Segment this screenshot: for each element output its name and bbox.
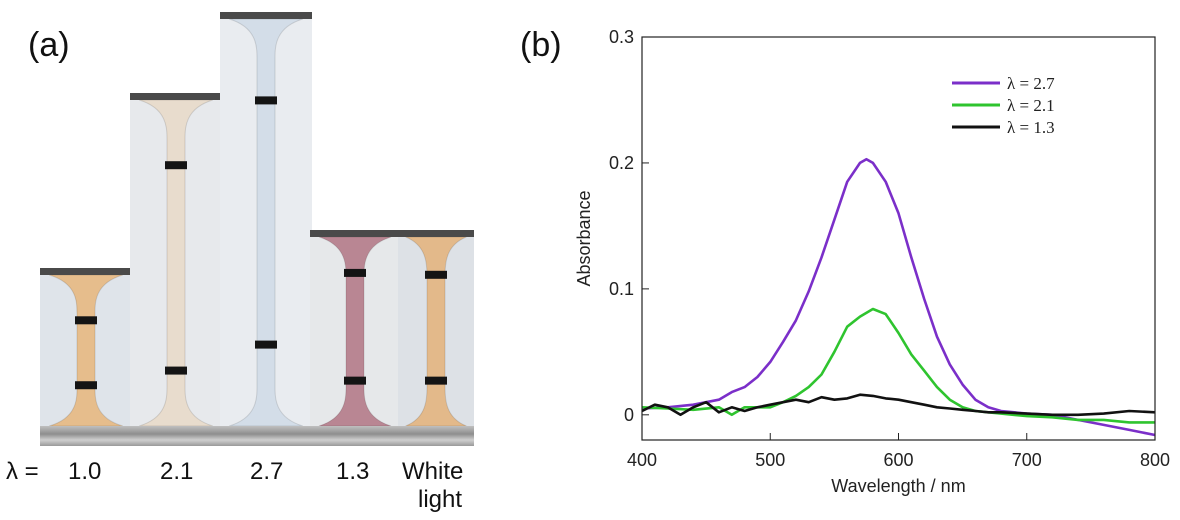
- bottom-clamp: [40, 426, 132, 446]
- lambda-label-4: 1.3: [336, 458, 370, 485]
- x-tick-label: 600: [883, 450, 913, 470]
- series-line-3: [641, 393, 1156, 417]
- bottom-clamp: [130, 426, 222, 446]
- x-tick-label: 700: [1012, 450, 1042, 470]
- y-axis-label: Absorbance: [574, 190, 594, 286]
- series-line-2: [641, 307, 1155, 424]
- gauge-mark-1: [165, 161, 187, 170]
- legend-label-1: λ = 2.7: [1007, 74, 1055, 93]
- gauge-mark-2: [165, 366, 187, 375]
- x-tick-label: 400: [627, 450, 657, 470]
- lambda-label-3: 2.7: [250, 458, 284, 485]
- x-axis-label: Wavelength / nm: [831, 476, 965, 496]
- lambda-label-1: 1.0: [68, 458, 102, 485]
- specimen-strip: [49, 274, 123, 427]
- y-tick-label: 0.1: [609, 279, 634, 299]
- specimen-strip: [139, 99, 213, 427]
- sample-photo-4: [310, 230, 400, 446]
- bottom-clamp: [310, 426, 400, 446]
- lambda-label-2: 2.1: [160, 458, 194, 485]
- top-clamp: [398, 230, 474, 237]
- absorbance-chart: 400 500 600 700 800 0 0.1 0.2 0.3 Wavelength / n…: [574, 27, 1170, 496]
- lambda-label-5: White: [402, 458, 464, 485]
- series-line-1: [641, 157, 1156, 437]
- bottom-clamp: [220, 426, 312, 446]
- x-tick-label: 800: [1140, 450, 1170, 470]
- top-clamp: [130, 93, 222, 100]
- y-tick-label: 0.3: [609, 27, 634, 47]
- gauge-mark-2: [425, 376, 447, 385]
- sample-photo-1: [40, 268, 132, 446]
- gauge-mark-1: [344, 268, 366, 277]
- y-tick-label: 0.2: [609, 153, 634, 173]
- top-clamp: [220, 12, 312, 19]
- gauge-mark-2: [75, 381, 97, 390]
- x-tick-label: 500: [755, 450, 785, 470]
- gauge-mark-1: [255, 96, 277, 105]
- gauge-mark-1: [75, 316, 97, 325]
- specimen-strip: [229, 18, 303, 427]
- sample-photo-5: [398, 230, 474, 446]
- legend-label-2: λ = 2.1: [1007, 96, 1055, 115]
- bottom-clamp: [398, 426, 474, 446]
- top-clamp: [40, 268, 132, 275]
- legend: λ = 2.7 λ = 2.1 λ = 1.3: [952, 74, 1055, 137]
- top-clamp: [310, 230, 400, 237]
- sample-photo-3: [220, 12, 312, 446]
- sample-photo-2: [130, 93, 222, 446]
- panel-a-label: (a): [28, 26, 70, 64]
- lambda-prefix-label: λ =: [6, 458, 39, 485]
- plot-frame: [641, 36, 1156, 441]
- gauge-mark-1: [425, 270, 447, 279]
- specimen-strip: [405, 236, 467, 427]
- gauge-mark-2: [344, 376, 366, 385]
- specimen-strip: [318, 236, 392, 427]
- lambda-label-5-line2: light: [418, 486, 463, 513]
- gauge-mark-2: [255, 340, 277, 349]
- panel-b-label: (b): [520, 26, 562, 64]
- legend-label-3: λ = 1.3: [1007, 118, 1055, 137]
- y-tick-label: 0: [624, 405, 634, 425]
